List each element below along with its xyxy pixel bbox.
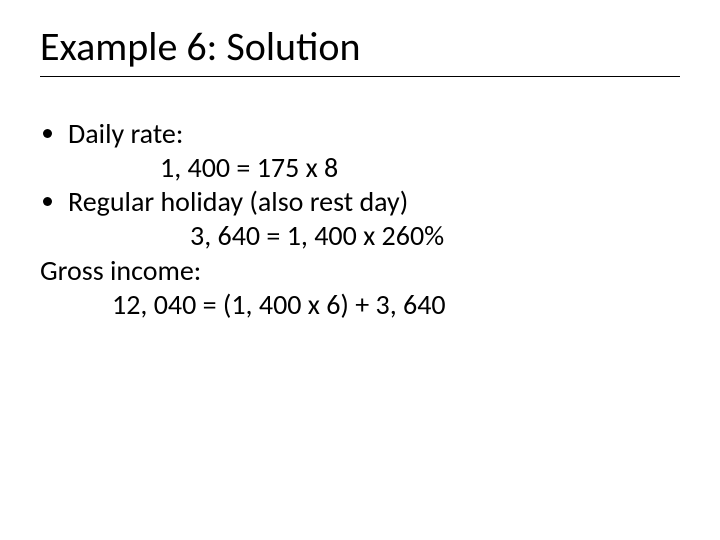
gross-income-label: Gross income: bbox=[40, 254, 680, 288]
bullet-regular-holiday-label: Regular holiday (also rest day) bbox=[68, 184, 408, 219]
regular-holiday-calc: 3, 640 = 1, 400 x 260% bbox=[40, 219, 680, 253]
slide-title: Example 6: Solution bbox=[40, 24, 680, 77]
slide: Example 6: Solution Daily rate: 1, 400 =… bbox=[0, 0, 720, 540]
slide-body: Daily rate: 1, 400 = 175 x 8 Regular hol… bbox=[40, 117, 680, 322]
gross-income-calc: 12, 040 = (1, 400 x 6) + 3, 640 bbox=[40, 288, 680, 322]
bullet-list: Daily rate: bbox=[40, 117, 680, 151]
bullet-regular-holiday: Regular holiday (also rest day) bbox=[68, 185, 680, 219]
bullet-daily-rate: Daily rate: bbox=[68, 117, 680, 151]
daily-rate-calc: 1, 400 = 175 x 8 bbox=[40, 151, 680, 185]
bullet-daily-rate-label: Daily rate: bbox=[68, 116, 183, 151]
bullet-list-2: Regular holiday (also rest day) bbox=[40, 185, 680, 219]
